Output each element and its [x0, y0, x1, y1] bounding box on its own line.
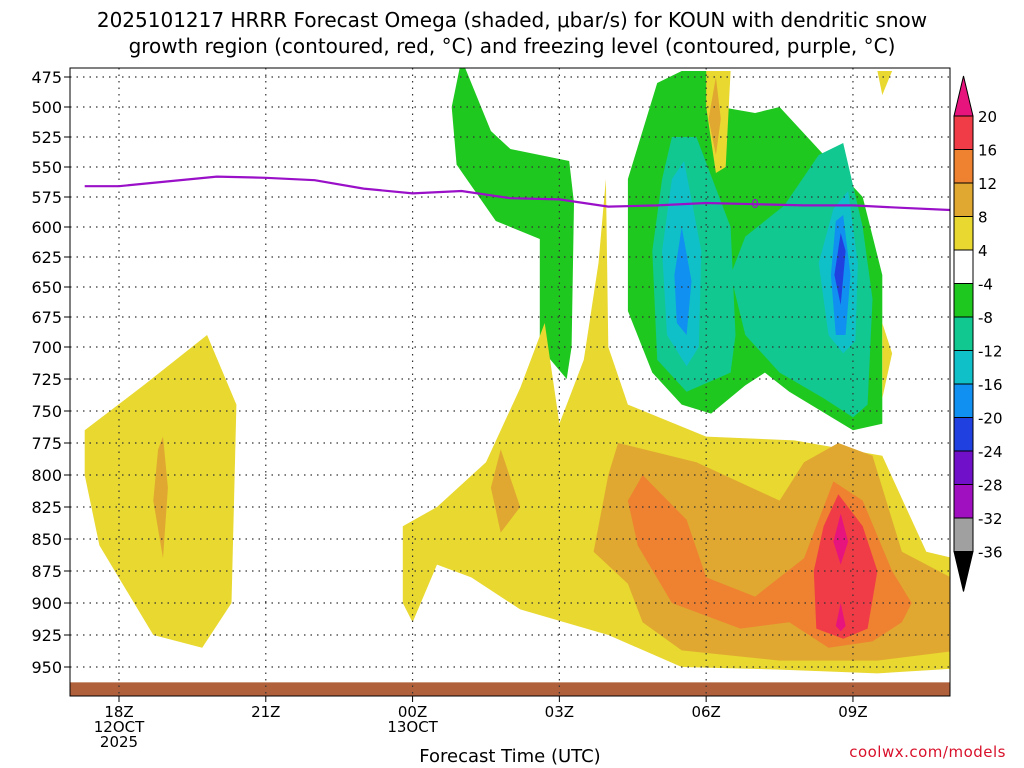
omega-region-12	[877, 71, 893, 95]
chart-title-line-1: 2025101217 HRRR Forecast Omega (shaded, …	[96, 8, 928, 32]
omega-region-20	[833, 513, 849, 565]
x-tick-label: 06Z	[691, 703, 720, 721]
colorbar-label: -16	[978, 376, 1003, 394]
x-tick-label: 12OCT	[94, 718, 145, 736]
colorbar-arrow-bottom	[953, 551, 974, 592]
y-tick-label: 600	[31, 218, 62, 237]
y-tick-label: 525	[31, 128, 62, 147]
y-tick-label: 850	[31, 530, 62, 549]
y-tick-label: 925	[31, 626, 62, 645]
y-tick-label: 700	[31, 338, 62, 357]
freezing-level-layer: 0	[84, 175, 950, 212]
freezing-level-line	[84, 175, 950, 212]
x-tick-label: 00Z	[398, 703, 427, 721]
colorbar: 20 16 12 8 4 -4 -8 -12 -16 -20 -24 -28 -32 -36	[953, 75, 1003, 592]
omega-region-16	[708, 77, 721, 155]
colorbar-label: -4	[978, 276, 993, 294]
colorbar-label: -8	[978, 309, 993, 327]
colorbar-swatch	[953, 316, 974, 351]
omega-shading-layer	[84, 68, 950, 674]
colorbar-label: 20	[978, 108, 997, 126]
colorbar-label: 4	[978, 242, 988, 260]
colorbar-label: 16	[978, 142, 997, 160]
y-tick-label: 575	[31, 188, 62, 207]
colorbar-arrow-top	[953, 75, 974, 117]
terrain-strip	[70, 682, 950, 696]
colorbar-label: 8	[978, 209, 988, 227]
omega-region-21	[835, 603, 846, 632]
y-tick-label: 500	[31, 98, 62, 117]
terrain-layer	[70, 682, 950, 696]
colorbar-label: 12	[978, 175, 997, 193]
y-tick-label: 625	[31, 248, 62, 267]
omega-region-14	[153, 436, 168, 559]
colorbar-swatch	[953, 484, 974, 519]
gridlines	[70, 68, 950, 696]
source-credit[interactable]: coolwx.com/models	[849, 743, 1006, 761]
colorbar-swatch	[953, 149, 974, 184]
y-tick-label: 950	[31, 658, 62, 677]
omega-region-13	[882, 323, 893, 399]
colorbar-swatch	[953, 517, 974, 552]
x-tick-label: 03Z	[545, 703, 574, 721]
colorbar-swatch	[953, 350, 974, 385]
y-tick-label: 550	[31, 158, 62, 177]
colorbar-swatch	[953, 283, 974, 318]
y-tick-label: 800	[31, 466, 62, 485]
omega-region-0	[451, 68, 574, 379]
x-tick-label: 18Z	[104, 703, 133, 721]
colorbar-swatch	[953, 182, 974, 217]
omega-region-19	[813, 494, 878, 639]
chart-title-line-2: growth region (contoured, red, °C) and f…	[128, 34, 896, 58]
colorbar-label: -12	[978, 343, 1003, 361]
x-axis-label: Forecast Time (UTC)	[419, 746, 601, 767]
y-tick-label: 775	[31, 434, 62, 453]
y-tick-label: 875	[31, 562, 62, 581]
colorbar-swatch	[953, 216, 974, 251]
colorbar-swatch	[953, 383, 974, 418]
colorbar-swatch	[953, 450, 974, 485]
colorbar-swatch	[953, 115, 974, 150]
colorbar-label: -32	[978, 510, 1003, 528]
omega-region-6	[674, 227, 692, 335]
colorbar-swatch	[953, 249, 974, 284]
x-tick-label: 13OCT	[387, 718, 438, 736]
colorbar-swatch	[953, 417, 974, 452]
colorbar-label: -20	[978, 410, 1003, 428]
y-tick-label: 825	[31, 498, 62, 517]
omega-region-15	[490, 449, 521, 533]
y-tick-label: 725	[31, 370, 62, 389]
x-tick-label: 2025	[100, 733, 138, 751]
colorbar-label: -24	[978, 443, 1003, 461]
x-tick-label: 21Z	[251, 703, 280, 721]
plot-frame	[69, 67, 951, 697]
y-tick-label: 675	[31, 308, 62, 327]
colorbar-label: -28	[978, 477, 1003, 495]
y-tick-label: 650	[31, 278, 62, 297]
y-axis: 475 500 525 550 575 600 625 650 675 700 725 750 775 8…	[31, 68, 70, 677]
y-tick-label: 475	[31, 68, 62, 87]
y-tick-label: 750	[31, 402, 62, 421]
x-tick-label: 09Z	[838, 703, 867, 721]
freezing-level-label: 0	[751, 197, 759, 211]
colorbar-label: -36	[978, 544, 1003, 562]
y-tick-label: 900	[31, 594, 62, 613]
